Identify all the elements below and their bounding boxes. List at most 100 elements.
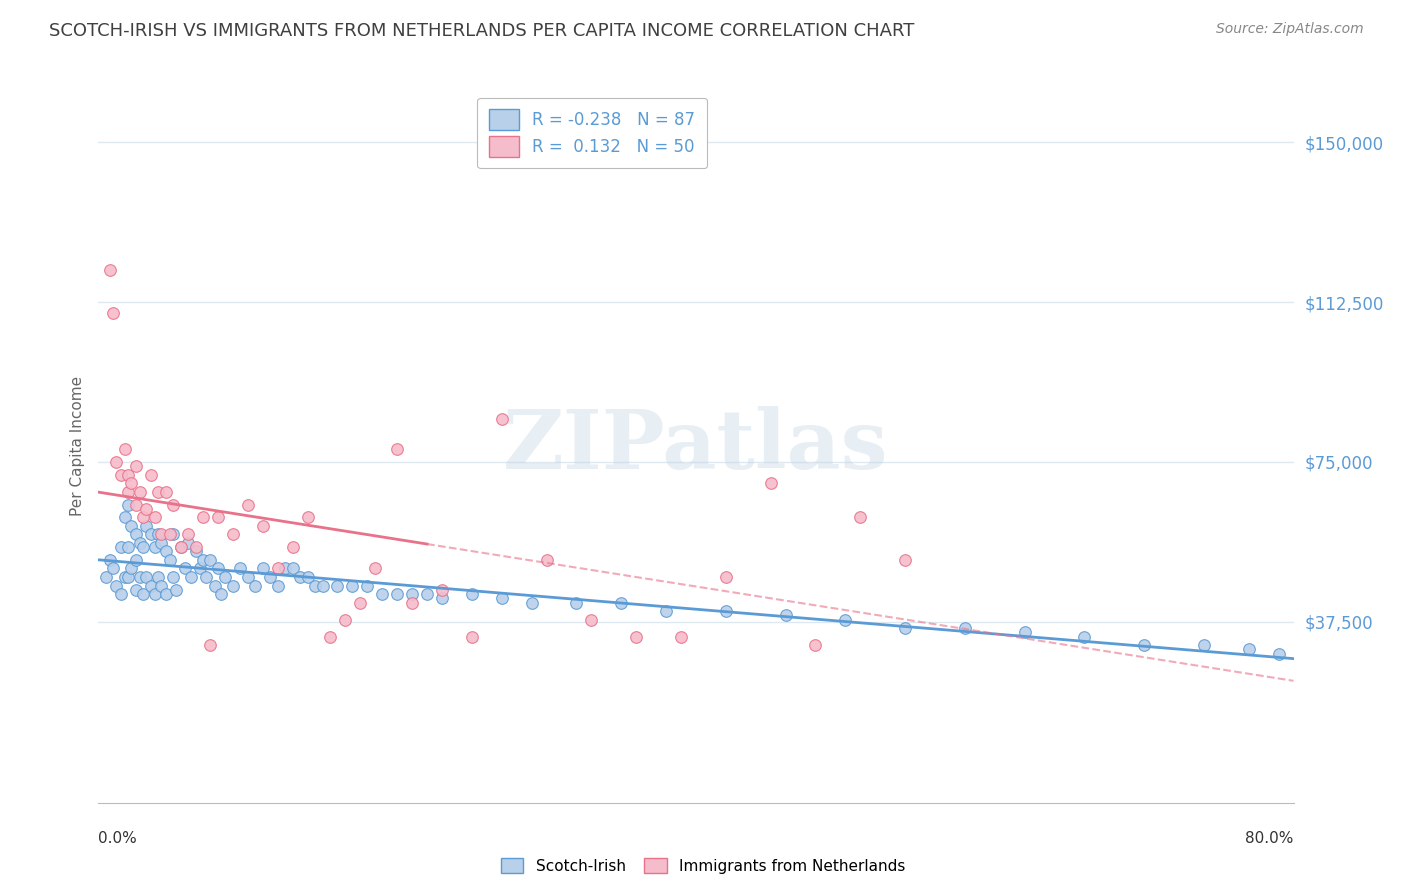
Point (326, 578, 349, 592)
Point (125, 527, 148, 541)
Point (184, 540, 207, 554)
Point (834, 613, 856, 627)
Point (281, 561, 304, 575)
Point (120, 519, 142, 533)
Point (159, 527, 181, 541)
Point (110, 587, 132, 601)
Text: 80.0%: 80.0% (1246, 831, 1294, 847)
Point (1192, 638, 1215, 652)
Point (236, 498, 259, 512)
Point (191, 553, 214, 567)
Point (1267, 647, 1289, 661)
Point (162, 570, 184, 584)
Point (267, 561, 290, 575)
Point (155, 587, 177, 601)
Point (319, 630, 342, 644)
Point (169, 540, 191, 554)
Point (416, 587, 439, 601)
Point (371, 587, 394, 601)
Point (114, 442, 136, 457)
Point (804, 638, 827, 652)
Point (281, 540, 304, 554)
Point (129, 484, 152, 499)
Point (132, 587, 155, 601)
Point (461, 587, 484, 601)
Text: 0.0%: 0.0% (98, 831, 138, 847)
Point (385, 442, 409, 457)
Point (430, 582, 453, 597)
Point (132, 510, 155, 524)
Point (177, 527, 200, 541)
Point (148, 570, 170, 584)
Point (188, 561, 211, 575)
Point (125, 582, 148, 597)
Point (229, 561, 252, 575)
Point (364, 561, 387, 575)
Point (491, 591, 513, 606)
Point (180, 570, 202, 584)
Point (195, 570, 218, 584)
Point (849, 510, 872, 524)
Point (139, 467, 162, 482)
Point (669, 630, 692, 644)
Point (461, 630, 484, 644)
Point (125, 498, 148, 512)
Point (125, 553, 148, 567)
Point (1237, 642, 1260, 657)
Point (155, 484, 177, 499)
Point (385, 587, 409, 601)
Point (252, 519, 274, 533)
Point (1133, 638, 1156, 652)
Point (143, 540, 166, 554)
Point (297, 510, 319, 524)
Point (125, 459, 148, 474)
Point (117, 570, 139, 584)
Point (148, 527, 170, 541)
Point (565, 596, 588, 610)
Point (714, 604, 737, 618)
Point (143, 587, 166, 601)
Point (162, 498, 184, 512)
Point (491, 412, 513, 426)
Point (150, 536, 173, 550)
Point (1073, 630, 1095, 644)
Point (114, 510, 136, 524)
Point (536, 553, 558, 567)
Point (132, 540, 155, 554)
Point (200, 553, 222, 567)
Point (117, 498, 139, 512)
Point (333, 613, 356, 627)
Point (120, 476, 142, 491)
Point (245, 578, 267, 592)
Point (610, 596, 633, 610)
Point (177, 536, 200, 550)
Point (117, 467, 139, 482)
Point (267, 578, 290, 592)
Legend: R = -0.238   N = 87, R =  0.132   N = 50: R = -0.238 N = 87, R = 0.132 N = 50 (477, 97, 707, 169)
Point (953, 621, 976, 635)
Point (207, 510, 229, 524)
Point (894, 621, 917, 635)
Point (165, 582, 187, 597)
Point (1014, 625, 1036, 640)
Point (581, 613, 603, 627)
Point (207, 561, 229, 575)
Point (105, 455, 128, 469)
Point (200, 638, 222, 652)
Point (356, 578, 378, 592)
Point (236, 570, 259, 584)
Point (304, 578, 326, 592)
Point (297, 570, 319, 584)
Point (129, 570, 152, 584)
Point (169, 540, 191, 554)
Point (94, 570, 117, 584)
Point (349, 596, 371, 610)
Point (103, 306, 125, 320)
Point (214, 570, 236, 584)
Point (430, 591, 453, 606)
Point (110, 467, 132, 482)
Point (222, 578, 245, 592)
Point (98, 263, 122, 277)
Point (252, 561, 274, 575)
Point (714, 570, 737, 584)
